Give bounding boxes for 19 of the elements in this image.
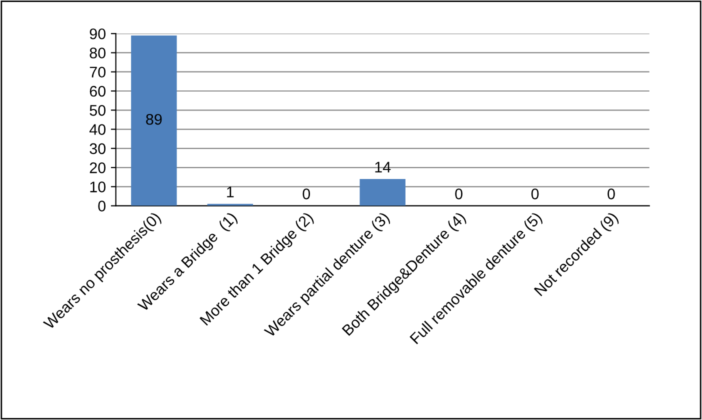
y-tick-label: 70	[90, 66, 106, 78]
y-tick-label: 0	[98, 200, 106, 212]
data-label: 1	[227, 186, 234, 198]
y-tick-label: 20	[90, 162, 106, 174]
bar	[360, 179, 406, 206]
y-tick-label: 30	[90, 143, 106, 154]
data-label: 0	[531, 188, 539, 200]
data-label: 0	[455, 188, 462, 200]
y-tick-label: 90	[90, 28, 106, 40]
y-tick-label: 80	[90, 48, 106, 58]
data-label: 89	[146, 114, 162, 125]
y-tick-label: 40	[89, 124, 106, 135]
data-label: 0	[608, 188, 615, 200]
y-tick-label: 60	[90, 86, 106, 97]
y-tick-label: 10	[90, 182, 106, 192]
bar	[131, 36, 177, 206]
data-label: 0	[302, 188, 310, 200]
data-label: 14	[375, 162, 391, 172]
y-tick-label: 50	[90, 105, 106, 116]
